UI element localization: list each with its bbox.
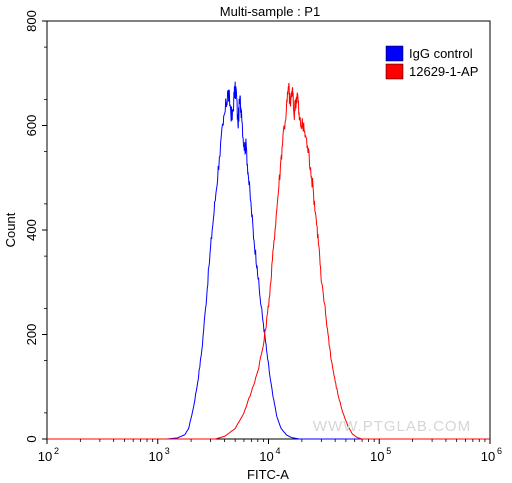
y-tick-label: 400 [24,219,39,241]
x-tick-label: 10 [481,449,495,464]
watermark: WWW.PTGLAB.COM [313,418,471,435]
series-layer [47,81,490,440]
y-tick-label: 200 [24,324,39,346]
x-tick-exponent: 2 [54,446,59,456]
y-tick-label: 600 [24,115,39,137]
x-tick-label: 10 [259,449,273,464]
x-axis-ticks: 10 2 10 3 10 4 10 5 10 6 [38,439,502,464]
x-tick-label: 10 [370,449,384,464]
x-tick-exponent: 4 [276,446,281,456]
x-tick-label: 10 [149,449,163,464]
legend-swatch-igg-control [385,45,404,62]
x-tick-exponent: 5 [386,446,391,456]
y-tick-label: 0 [24,435,39,442]
y-axis-label: Count [3,212,18,247]
legend-label-igg-control: IgG control [409,46,473,61]
legend: IgG control 12629-1-AP [385,45,478,80]
x-tick-exponent: 3 [165,446,170,456]
chart-title: Multi-sample : P1 [220,4,320,19]
y-tick-label: 800 [24,10,39,32]
x-tick-exponent: 6 [497,446,502,456]
series-line-igg-control [47,81,490,440]
x-axis-label: FITC-A [247,467,289,482]
legend-label-12629-1-ap: 12629-1-AP [409,64,478,79]
x-tick-label: 10 [38,449,52,464]
legend-swatch-12629-1-ap [385,63,404,80]
series-line-12629-1-ap [47,82,490,440]
y-axis-ticks: 0 200 400 600 800 [24,10,47,443]
